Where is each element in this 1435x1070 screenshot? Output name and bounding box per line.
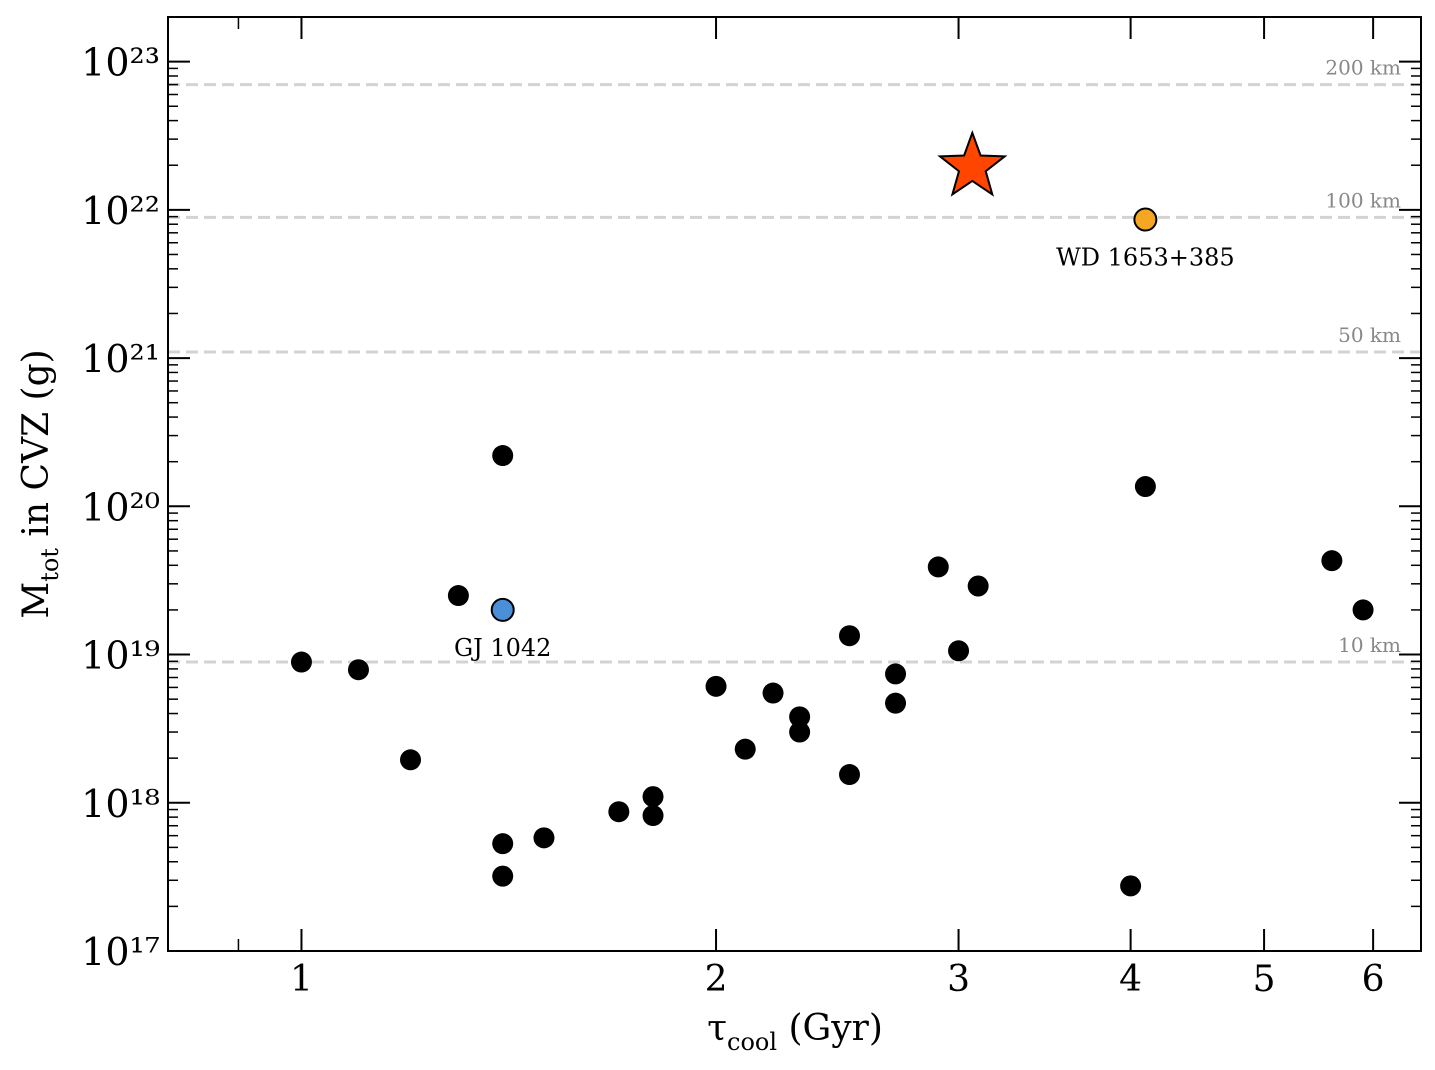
reference-label: 100 km — [1325, 188, 1401, 212]
point — [927, 556, 949, 578]
point — [492, 833, 514, 855]
plot-frame — [167, 16, 1422, 952]
point — [762, 682, 784, 704]
x-axis-label: τcool (Gyr) — [707, 1008, 883, 1056]
point — [1120, 875, 1142, 897]
y-label-sub: tot — [36, 548, 64, 582]
point — [447, 585, 469, 607]
reference-label: 10 km — [1338, 633, 1401, 657]
point — [705, 675, 727, 697]
x-label-symbol: τ — [707, 1008, 727, 1049]
point — [642, 805, 664, 827]
y-tick-label: 10²¹ — [81, 337, 160, 381]
y-tick-label: 10¹⁷ — [81, 930, 160, 974]
point — [1133, 207, 1158, 232]
point — [492, 445, 514, 467]
x-tick-label: 4 — [1119, 959, 1142, 1000]
point — [839, 625, 861, 647]
x-tick-label: 6 — [1362, 959, 1385, 1000]
y-tick-label: 10¹⁹ — [81, 634, 160, 678]
y-tick-label: 10²³ — [81, 41, 160, 85]
y-axis-label: Mtot in CVZ (g) — [16, 349, 64, 618]
x-label-rest: (Gyr) — [777, 1008, 883, 1049]
point — [789, 721, 811, 743]
point — [839, 764, 861, 786]
point — [967, 575, 989, 597]
point — [1321, 550, 1343, 572]
point — [490, 597, 515, 622]
reference-label: 50 km — [1338, 323, 1401, 347]
y-tick-label: 10²⁰ — [81, 485, 160, 529]
point — [642, 786, 664, 808]
x-tick-label: 3 — [947, 959, 970, 1000]
point — [400, 749, 422, 771]
point — [948, 640, 970, 662]
y-tick-label: 10¹⁸ — [81, 782, 160, 826]
y-label-symbol: M — [16, 582, 57, 619]
point-label: GJ 1042 — [454, 634, 552, 662]
y-label-rest: in CVZ (g) — [16, 349, 57, 548]
point — [885, 692, 907, 714]
point — [533, 827, 555, 849]
point — [1134, 476, 1156, 498]
point — [347, 659, 369, 681]
point — [290, 651, 312, 673]
x-tick-label: 2 — [705, 959, 728, 1000]
x-label-sub: cool — [727, 1028, 777, 1056]
y-tick-label: 10²² — [81, 189, 160, 233]
point — [1352, 599, 1374, 621]
point — [492, 865, 514, 887]
point — [789, 706, 811, 728]
point — [885, 663, 907, 685]
reference-label: 200 km — [1325, 56, 1401, 80]
point-label: WD 1653+385 — [1056, 244, 1235, 272]
star-point — [937, 129, 1008, 197]
x-tick-label: 5 — [1253, 959, 1276, 1000]
point — [734, 738, 756, 760]
x-tick-label: 1 — [290, 959, 313, 1000]
point — [608, 801, 630, 823]
